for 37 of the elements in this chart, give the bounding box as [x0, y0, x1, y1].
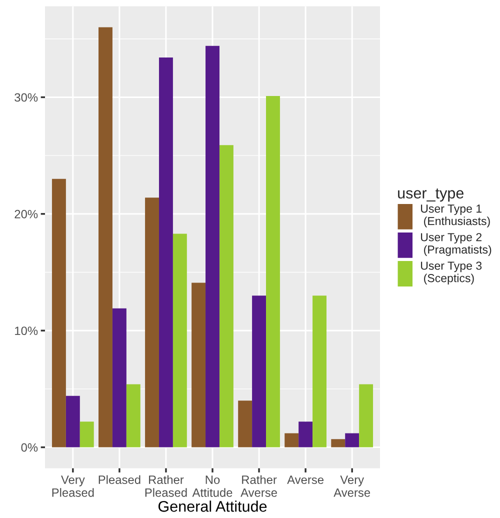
bar: [52, 178, 66, 448]
bar: [219, 145, 234, 448]
legend-title: user_type: [398, 188, 464, 202]
bar: [252, 296, 266, 448]
bar: [238, 400, 252, 448]
bar: [172, 234, 187, 448]
bar: [126, 384, 140, 448]
x-tick-label: Very Pleased: [52, 476, 94, 497]
bar: [66, 396, 80, 448]
y-tick-label: 20%: [14, 210, 38, 218]
bar: [158, 58, 173, 448]
bar: [112, 308, 126, 448]
bar: [312, 296, 326, 448]
bar: [80, 422, 94, 448]
y-tick-label: 10%: [15, 326, 38, 336]
bar: [359, 384, 374, 448]
bar: [298, 422, 313, 448]
bar: [145, 198, 159, 448]
bar: [266, 96, 280, 448]
y-tick-label: 0%: [21, 443, 38, 452]
x-tick-label: Rather Averse: [240, 475, 277, 497]
x-tick-label: Very Averse: [334, 476, 370, 497]
legend-label: User Type 3 (Sceptics): [421, 262, 482, 284]
bar: [284, 433, 299, 448]
x-tick-label: Pleased: [98, 475, 140, 484]
bar: [331, 439, 346, 448]
legend-label: User Type 2 (Pragmatists): [421, 233, 492, 256]
x-tick-label: No Attitude: [192, 476, 232, 497]
legend-label: User Type 1 (Enthusiasts): [421, 204, 490, 228]
x-tick-label: Averse: [287, 476, 324, 484]
y-tick-label: 30%: [14, 93, 38, 102]
bar: [206, 46, 220, 448]
x-tick-label: Rather Pleased: [145, 475, 187, 497]
x-axis-title: General Attitude: [158, 500, 267, 512]
bar: [98, 27, 112, 448]
bar: [345, 433, 360, 448]
bar: [192, 282, 206, 448]
